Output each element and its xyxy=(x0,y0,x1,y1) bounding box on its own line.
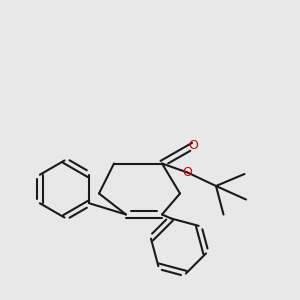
Text: O: O xyxy=(183,166,192,179)
Text: O: O xyxy=(189,139,198,152)
